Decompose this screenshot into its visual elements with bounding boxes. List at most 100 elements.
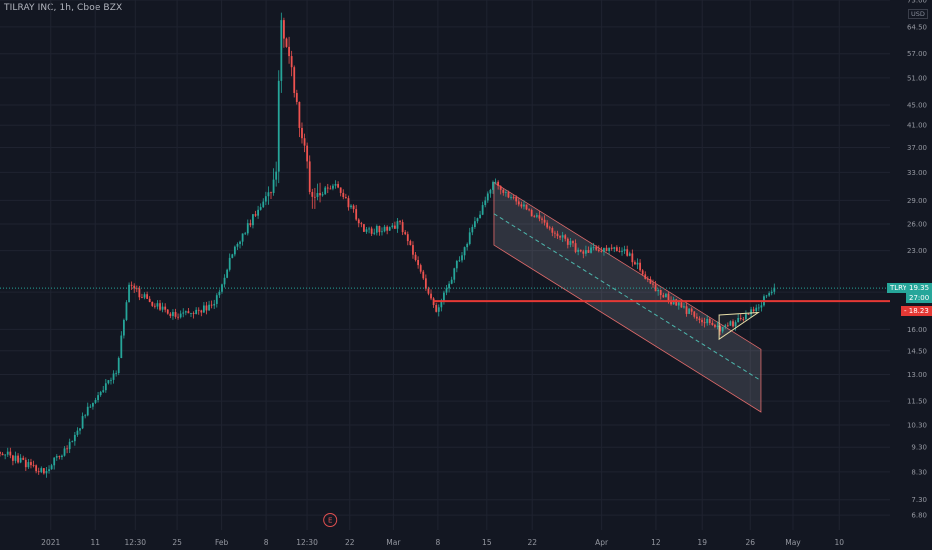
candle-body [677, 302, 680, 306]
candle-body [45, 470, 48, 474]
candle-body [714, 324, 716, 327]
candle-body [12, 455, 14, 461]
candle-body [538, 215, 541, 219]
candle-body [595, 247, 598, 250]
candle-body [523, 204, 525, 207]
candle-body [342, 192, 345, 198]
candle-body [61, 455, 63, 458]
candle-body [210, 304, 213, 306]
x-tick-label: 22 [527, 538, 537, 547]
candle-body [458, 260, 461, 262]
candle-body [698, 318, 701, 320]
candle-body [368, 228, 370, 230]
candle-body [221, 284, 223, 292]
candle-body [215, 295, 218, 304]
candle-body [55, 456, 58, 458]
candle-body [590, 247, 592, 253]
overlays[interactable]: E [0, 287, 890, 527]
candle-body [497, 181, 500, 186]
support-marker: - [904, 307, 909, 316]
x-tick-label: 19 [697, 538, 707, 547]
candle-body [156, 303, 159, 307]
candle-body [102, 390, 105, 392]
candle-body [115, 373, 118, 374]
candle-body [592, 247, 595, 248]
y-tick-label: 8.30 [911, 468, 927, 476]
candle-body [541, 218, 543, 220]
candle-body [471, 227, 474, 233]
candle-body [135, 288, 138, 290]
candle-body [339, 187, 342, 193]
candle-body [502, 189, 505, 193]
candle-body [628, 253, 631, 256]
candle-body [79, 428, 81, 431]
candle-body [739, 318, 742, 320]
candle-body [184, 311, 187, 313]
candle-body [50, 465, 53, 470]
y-tick-label: 26.00 [907, 221, 927, 229]
candle-body [344, 197, 347, 199]
candle-body [22, 457, 25, 460]
candle-body [613, 247, 616, 249]
candle-body [533, 216, 536, 218]
candle-body [182, 312, 185, 314]
candle-body [528, 209, 531, 211]
candle-body [233, 246, 236, 255]
candle-body [32, 465, 35, 466]
y-tick-label: 13.00 [907, 371, 927, 379]
candle-body [600, 251, 603, 252]
x-tick-label: 8 [264, 538, 269, 547]
candle-body [393, 225, 396, 229]
candle-body [422, 271, 425, 279]
candle-body [73, 434, 76, 442]
candle-body [587, 250, 590, 253]
candle-body [231, 254, 234, 258]
triangle-pattern [718, 311, 761, 341]
candle-body [765, 295, 768, 297]
candle-body [662, 295, 665, 298]
candle-body [164, 306, 167, 310]
currency-label: USD [908, 9, 928, 19]
x-tick-label: 11 [90, 538, 100, 547]
candle-body [53, 457, 56, 466]
candle-body [768, 293, 771, 296]
candle-body [337, 184, 340, 188]
candle-body [332, 185, 334, 189]
candle-body [205, 305, 208, 311]
candle-body [437, 307, 440, 312]
candle-body [35, 465, 38, 472]
candle-body [104, 383, 107, 391]
candle-body [58, 456, 61, 458]
candle-body [577, 249, 580, 252]
y-tick-label: 6.80 [911, 512, 927, 520]
channel-midline [493, 213, 762, 382]
candle-body [213, 303, 216, 306]
candle-body [4, 454, 7, 456]
channel-drawing[interactable] [493, 181, 762, 413]
candle-body [254, 214, 257, 216]
candle-body [159, 303, 161, 310]
candle-body [187, 311, 190, 314]
x-tick-label: 8 [435, 538, 440, 547]
candle-body [141, 297, 143, 299]
candle-body [770, 291, 773, 294]
y-tick-label: 37.00 [907, 144, 927, 152]
candle-body [257, 209, 259, 216]
candle-body [290, 56, 293, 68]
candle-body [507, 192, 510, 198]
candle-body [721, 326, 724, 332]
candle-body [321, 194, 324, 196]
y-tick-label: 16.00 [907, 326, 927, 334]
candle-body [9, 451, 12, 456]
y-tick-label: 33.00 [907, 169, 927, 177]
candle-body [535, 215, 538, 217]
candle-body [169, 313, 172, 317]
candle-body [530, 209, 533, 217]
candle-body [226, 269, 229, 278]
candle-body [172, 312, 174, 317]
candle-body [517, 201, 520, 205]
candle-body [236, 243, 239, 247]
event-marker [323, 513, 338, 527]
x-tick-label: 25 [172, 538, 182, 547]
